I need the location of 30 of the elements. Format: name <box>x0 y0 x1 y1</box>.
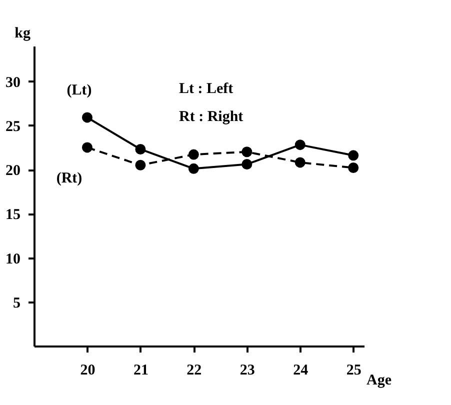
point <box>82 112 92 123</box>
x-tick-label: 21 <box>133 362 148 378</box>
y-tick-label: 15 <box>6 207 20 224</box>
point <box>188 149 199 160</box>
point <box>348 162 359 173</box>
y-tick-label: 10 <box>6 251 20 268</box>
series-label: (Lt) <box>66 82 92 98</box>
y-tick-label: 20 <box>6 163 20 180</box>
point <box>294 140 306 150</box>
y-tick-label: 25 <box>6 118 20 135</box>
series-label: (Rt) <box>56 170 82 186</box>
point <box>135 160 146 170</box>
y-axis-title: kg <box>14 26 31 42</box>
annotation: Rt : Right <box>179 109 244 125</box>
point <box>188 163 199 174</box>
x-tick-label: 23 <box>240 362 255 378</box>
point <box>294 157 306 168</box>
point <box>242 159 252 170</box>
point <box>82 142 92 153</box>
x-tick-label: 22 <box>186 362 202 378</box>
y-tick-label: 5 <box>13 295 20 312</box>
x-tick-label: 25 <box>346 362 362 378</box>
x-tick-label: 20 <box>80 362 96 378</box>
x-axis-title: Age <box>366 372 392 388</box>
point <box>348 150 359 161</box>
point <box>242 146 252 158</box>
x-tick-label: 24 <box>293 362 309 378</box>
y-tick-label: 30 <box>6 74 20 91</box>
annotation: Lt : Left <box>179 81 234 97</box>
point <box>135 144 146 154</box>
